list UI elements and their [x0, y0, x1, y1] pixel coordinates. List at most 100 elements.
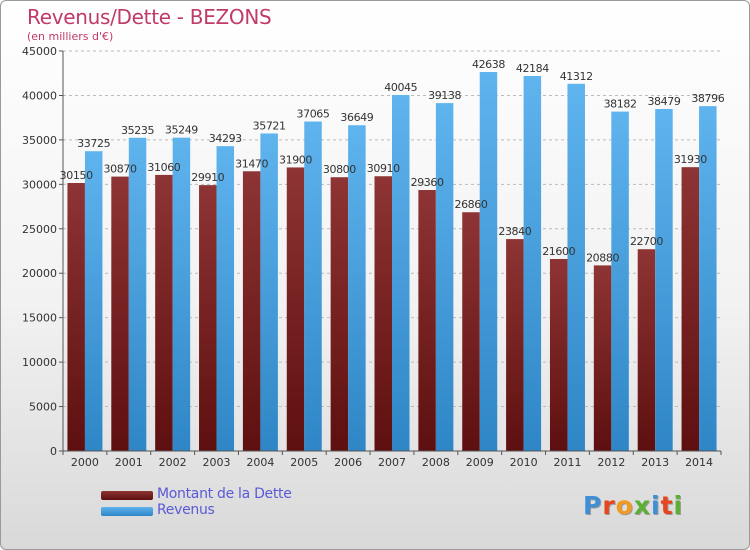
dette-bar-2008 — [418, 190, 436, 451]
dette-label-2014: 31930 — [674, 153, 707, 166]
y-tick-label: 20000 — [22, 267, 57, 280]
proxiti-logo: Proxiti — [583, 491, 683, 520]
x-tick-label: 2011 — [553, 456, 581, 469]
x-tick-label: 2002 — [159, 456, 187, 469]
x-tick-label: 2001 — [115, 456, 143, 469]
revenus-bar-2007 — [392, 95, 410, 452]
x-tick-label: 2014 — [685, 456, 713, 469]
dette-label-2001: 30870 — [104, 163, 137, 176]
dette-label-2000: 30150 — [60, 169, 93, 182]
revenus-label-2013: 38479 — [647, 95, 680, 108]
revenus-label-2004: 35721 — [253, 119, 286, 132]
x-tick-label: 2007 — [378, 456, 406, 469]
y-tick-label: 40000 — [22, 89, 57, 102]
y-tick-label: 15000 — [22, 312, 57, 325]
dette-bar-2006 — [330, 177, 349, 451]
axes: 0 5000 10000 15000 20000 25000 30000 35000 40000… — [22, 45, 722, 469]
logo-letter: i — [673, 491, 684, 520]
revenus-bar-2001 — [128, 137, 147, 452]
y-tick-label: 10000 — [22, 356, 57, 369]
dette-label-2005: 31900 — [279, 153, 312, 166]
x-tick-label: 2006 — [334, 456, 362, 469]
dette-bar-2012 — [593, 265, 612, 451]
legend-swatch-dette — [101, 491, 153, 500]
revenus-bar-2011 — [567, 83, 585, 451]
revenus-label-2006: 36649 — [340, 111, 373, 124]
logo-letter: o — [615, 491, 634, 520]
dette-bar-2005 — [286, 167, 305, 451]
dette-bar-2002 — [155, 174, 173, 451]
dette-bar-2007 — [374, 176, 392, 451]
revenus-label-2009: 42638 — [472, 58, 505, 71]
logo-letter: t — [660, 491, 674, 520]
dette-label-2010: 23840 — [498, 225, 531, 238]
revenus-bar-2004 — [260, 133, 278, 452]
dette-bar-2001 — [111, 176, 129, 451]
revenus-bar-2009 — [479, 71, 498, 452]
revenus-label-2008: 39138 — [428, 89, 461, 102]
revenus-label-2000: 33725 — [77, 137, 110, 150]
x-tick-label: 2004 — [246, 456, 274, 469]
chart-subtitle: (en milliers d'€) — [27, 30, 114, 43]
logo-letter: x — [633, 491, 651, 520]
x-tick-label: 2003 — [203, 456, 231, 469]
y-tick-label: 25000 — [22, 223, 57, 236]
y-tick-label: 35000 — [22, 134, 57, 147]
revenus-label-2012: 38182 — [604, 98, 637, 111]
revenus-bar-2008 — [435, 103, 454, 452]
logo-letter: P — [583, 491, 603, 520]
dette-label-2009: 26860 — [454, 198, 487, 211]
dette-label-2003: 29910 — [191, 171, 224, 184]
revenus-bar-2006 — [348, 125, 366, 451]
dette-bar-2000 — [67, 183, 85, 451]
x-tick-label: 2005 — [290, 456, 318, 469]
x-tick-label: 2000 — [71, 456, 99, 469]
chart-title: Revenus/Dette - BEZONS — [27, 5, 272, 29]
x-tick-label: 2013 — [641, 456, 669, 469]
dette-label-2004: 31470 — [235, 157, 268, 170]
legend-label-revenus: Revenus — [157, 502, 215, 518]
revenus-bar-2014 — [699, 106, 717, 451]
y-tick-label: 0 — [50, 445, 57, 458]
dette-label-2013: 22700 — [630, 235, 663, 248]
x-tick-label: 2009 — [466, 456, 494, 469]
dette-label-2006: 30800 — [323, 163, 356, 176]
revenus-label-2003: 34293 — [209, 132, 242, 145]
dette-bar-2014 — [681, 167, 700, 451]
revenus-bar-2002 — [172, 137, 191, 452]
x-tick-label: 2012 — [597, 456, 625, 469]
y-tick-label: 5000 — [29, 401, 57, 414]
data-labels: 30150 33725 30870 35235 31060 35249 29910 34293… — [60, 58, 725, 264]
dette-label-2007: 30910 — [367, 162, 400, 175]
revenus-label-2002: 35249 — [165, 124, 198, 137]
dette-label-2011: 21600 — [542, 245, 575, 258]
legend-swatch-revenus — [101, 507, 153, 516]
legend-label-dette: Montant de la Dette — [157, 486, 292, 502]
revenus-label-2011: 41312 — [560, 70, 593, 83]
x-tick-label: 2008 — [422, 456, 450, 469]
dette-bar-2009 — [462, 212, 480, 451]
bars — [67, 71, 717, 452]
dette-bar-2010 — [506, 239, 524, 451]
revenus-label-2005: 37065 — [297, 108, 330, 121]
dette-bar-2003 — [199, 185, 217, 451]
revenus-bar-2003 — [216, 146, 235, 451]
dette-label-2012: 20880 — [586, 251, 619, 264]
dette-bar-2013 — [637, 249, 656, 451]
y-tick-label: 30000 — [22, 178, 57, 191]
revenus-label-2001: 35235 — [121, 124, 154, 137]
dette-label-2002: 31060 — [147, 161, 180, 174]
logo-letter: r — [602, 491, 616, 520]
x-tick-label: 2010 — [510, 456, 538, 469]
y-tick-label: 45000 — [22, 45, 57, 58]
revenus-bar-2010 — [523, 76, 542, 451]
revenus-bar-2000 — [84, 151, 103, 451]
revenus-bar-2005 — [304, 121, 322, 452]
revenus-label-2014: 38796 — [691, 92, 724, 105]
revenus-label-2007: 40045 — [384, 81, 417, 94]
revenus-bar-2013 — [655, 108, 673, 451]
dette-label-2008: 29360 — [411, 176, 444, 189]
logo-letter: i — [651, 491, 661, 520]
